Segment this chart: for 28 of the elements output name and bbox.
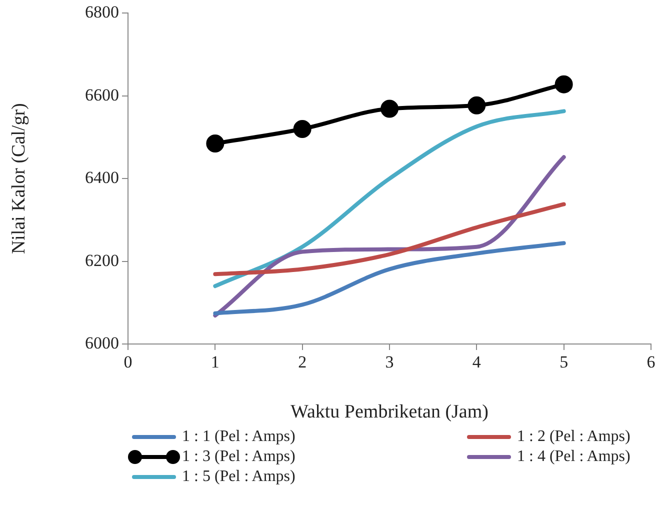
legend-label: 1 : 3 (Pel : Amps): [182, 448, 296, 466]
point: [293, 120, 312, 138]
point: [380, 100, 398, 118]
line-series: [213, 109, 566, 288]
y-tick-label: 6200: [85, 250, 119, 270]
x-tick-label: 4: [472, 352, 482, 372]
y-tick-label: 6600: [85, 85, 119, 104]
x-tick-label: 0: [124, 352, 132, 372]
point: [468, 96, 486, 114]
y-tick-label: 6000: [85, 333, 119, 352]
legend-label: 1 : 5 (Pel : Amps): [182, 468, 296, 486]
y-tick-label: 6400: [85, 168, 119, 188]
x-tick-label: 5: [560, 352, 568, 372]
x-tick-label: 1: [210, 352, 220, 372]
x-tick-label: 3: [385, 352, 394, 372]
line-series: [213, 241, 566, 316]
x-axis-title: Waktu Pembriketan (Jam): [290, 402, 488, 423]
point: [554, 75, 573, 94]
legend-label: 1 : 4 (Pel : Amps): [517, 448, 630, 466]
legend-label: 1 : 2 (Pel : Amps): [517, 428, 630, 446]
x-tick-label: 6: [646, 352, 656, 372]
line-series: [213, 155, 566, 318]
legend-label: 1 : 1 (Pel : Amps): [182, 428, 296, 446]
y-axis-title: Nilai Kalor (Cal/gr): [8, 103, 30, 254]
line-series: [213, 202, 566, 276]
x-tick-label: 2: [298, 352, 307, 372]
point: [206, 134, 224, 152]
y-tick-label: 6800: [85, 2, 119, 22]
